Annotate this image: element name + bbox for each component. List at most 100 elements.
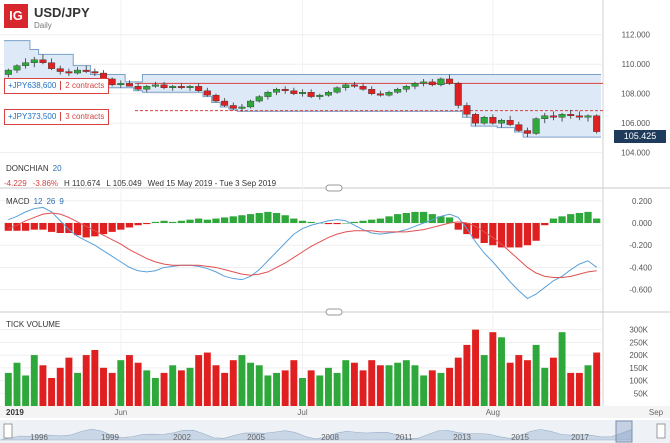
macd-histogram-bar	[437, 216, 445, 223]
candle	[117, 83, 125, 86]
candle	[169, 86, 177, 88]
volume-bar	[238, 355, 246, 406]
grid-layer	[0, 0, 670, 410]
time-label: 2019	[6, 408, 24, 417]
position-contracts: 2 contracts	[60, 81, 105, 90]
macd-histogram-bar	[523, 223, 532, 246]
candle	[472, 114, 480, 124]
volume-bar	[299, 378, 306, 406]
macd-histogram-bar	[238, 215, 246, 223]
position-label-1[interactable]: +JPY638,600 2 contracts	[4, 78, 110, 94]
candle	[454, 83, 462, 106]
macd-histogram-bar	[506, 223, 514, 248]
volume-bar	[221, 372, 229, 406]
volume-chart	[4, 329, 601, 406]
volume-bar	[255, 365, 263, 406]
high-value: H 110.674	[64, 179, 101, 188]
volume-bar	[307, 370, 315, 406]
macd-histogram-bar	[359, 220, 367, 223]
volume-bar	[186, 367, 194, 406]
volume-bar	[203, 352, 211, 406]
macd-histogram-bar	[117, 223, 125, 230]
volume-bar	[342, 360, 350, 406]
volume-bar	[584, 365, 592, 406]
macd-histogram-bar	[445, 217, 454, 223]
candle	[238, 106, 246, 109]
timeframe-label: Daily	[34, 21, 52, 30]
volume-bar	[515, 355, 523, 406]
date-range: Wed 15 May 2019 - Tue 3 Sep 2019	[147, 179, 277, 188]
indicator-param: 9	[59, 197, 64, 206]
candle	[558, 114, 566, 118]
volume-bar	[593, 352, 601, 406]
macd-line	[8, 206, 597, 300]
volume-bar	[498, 337, 505, 406]
candle	[307, 92, 315, 97]
candle	[402, 86, 410, 90]
time-label: Jul	[297, 408, 307, 417]
macd-histogram-bar	[333, 223, 341, 225]
donchian-label[interactable]: DONCHIAN 20	[6, 164, 62, 173]
candle	[376, 93, 384, 96]
candle	[22, 62, 30, 66]
candle	[30, 59, 38, 63]
macd-histogram-bar	[229, 216, 237, 223]
macd-histogram-bar	[91, 223, 99, 237]
volume-bar	[229, 360, 237, 406]
volume-bar	[264, 375, 272, 406]
volume-bar	[463, 344, 471, 406]
macd-tick-label: -0.600	[629, 286, 652, 295]
panel-resize-handle	[325, 308, 343, 316]
volume-bar	[575, 372, 583, 406]
candle	[489, 117, 497, 124]
navigator-window	[615, 420, 633, 443]
candle	[463, 105, 471, 115]
macd-label[interactable]: MACD 12 26 9	[6, 197, 64, 206]
volume-bar	[541, 367, 549, 406]
low-value: L 105.049	[106, 179, 142, 188]
volume-tick-label: 200K	[629, 351, 648, 360]
volume-label[interactable]: TICK VOLUME	[6, 320, 60, 329]
position-label-2[interactable]: +JPY373,500 3 contracts	[4, 109, 110, 125]
volume-bar	[125, 355, 133, 406]
candle	[221, 100, 229, 106]
navigator-year: 2015	[511, 433, 529, 442]
volume-tick-label: 150K	[629, 364, 648, 373]
candle	[420, 81, 428, 84]
candle	[212, 94, 220, 102]
candle	[82, 69, 90, 72]
macd-histogram-bar	[30, 223, 38, 230]
volume-bar	[4, 372, 12, 406]
candle	[532, 118, 540, 134]
navigator-sparkline	[0, 428, 633, 441]
indicator-name: DONCHIAN	[6, 164, 49, 173]
macd-histogram-bar	[21, 223, 30, 231]
donchian-stats: -4.229 -3.86% H 110.674 L 105.049 Wed 15 May…	[4, 179, 282, 188]
macd-histogram-bar	[47, 223, 56, 232]
volume-bar	[169, 365, 177, 406]
candle	[65, 71, 73, 74]
navigator-year: 2008	[321, 433, 339, 442]
indicator-param: 12	[33, 197, 43, 206]
macd-histogram-bar	[549, 218, 558, 223]
candle	[281, 89, 289, 91]
candle	[385, 92, 393, 96]
price-tick-label: 112.000	[622, 31, 651, 40]
candle	[273, 89, 281, 93]
volume-bar	[385, 365, 393, 406]
macd-histogram-bar	[169, 221, 177, 223]
macd-histogram-bar	[342, 223, 350, 224]
macd-histogram-bar	[39, 223, 47, 230]
candle	[247, 100, 255, 108]
macd-tick-label: 0.000	[632, 219, 653, 228]
macd-histogram-bar	[385, 216, 393, 223]
macd-histogram-bar	[402, 213, 410, 223]
volume-bar	[30, 355, 38, 406]
navigator-year: 2011	[395, 433, 413, 442]
macd-histogram-bar	[220, 217, 229, 223]
volume-bar	[117, 360, 125, 406]
time-axis-bg	[0, 406, 670, 418]
candle	[359, 86, 367, 90]
volume-bar	[437, 372, 445, 406]
